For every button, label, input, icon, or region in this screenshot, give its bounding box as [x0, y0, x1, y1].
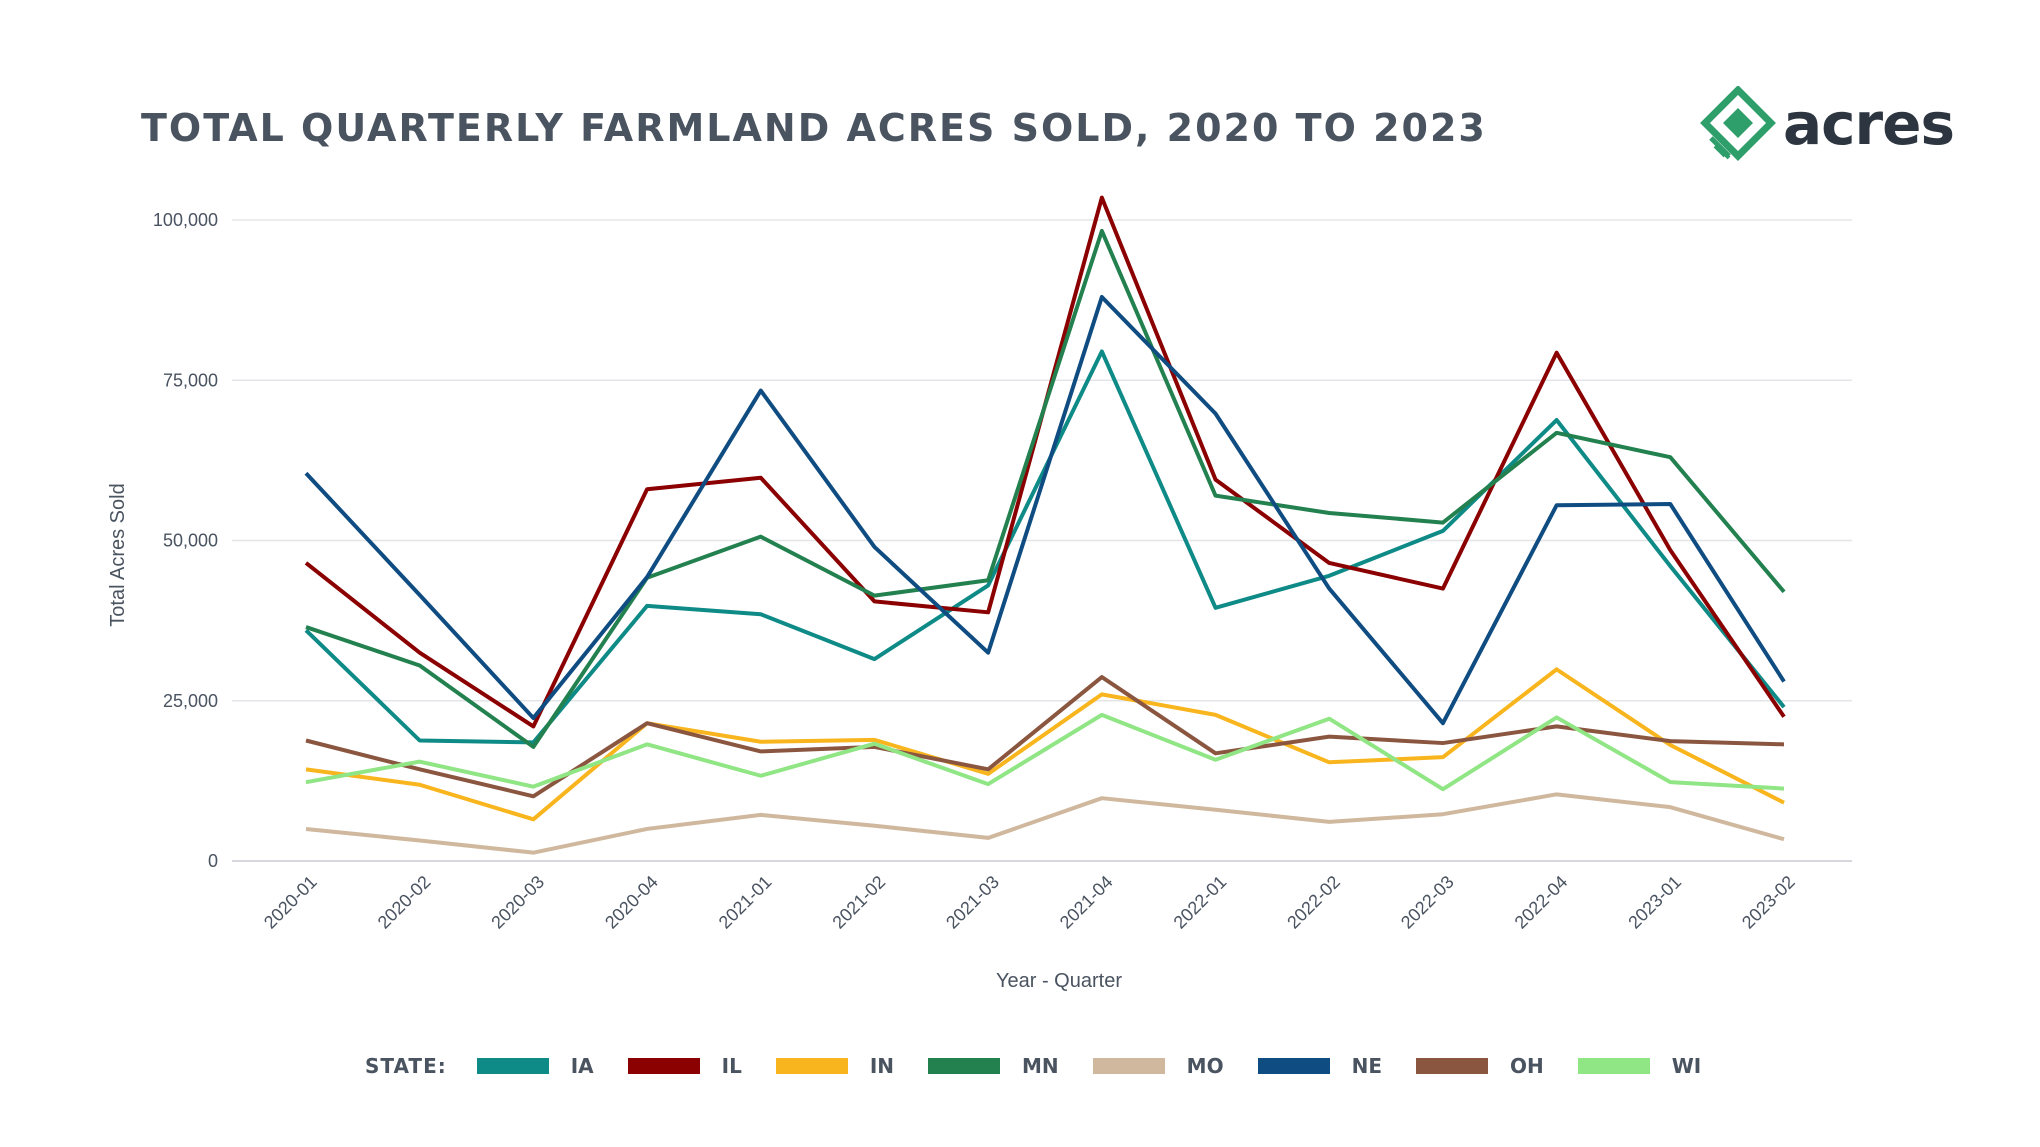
legend-item-ia: IA: [476, 1054, 594, 1078]
x-tick-label: 2022-02: [1283, 872, 1344, 933]
x-tick-label: 2020-02: [374, 872, 435, 933]
series-line-in: [305, 667, 1785, 822]
acres-logo-icon: [1700, 85, 1776, 161]
x-tick-label: 2021-02: [828, 872, 889, 933]
series-line-wi: [305, 712, 1785, 792]
legend-item-mn: MN: [928, 1054, 1059, 1078]
logo-text: acres: [1783, 90, 1955, 158]
series-line-mo: [305, 792, 1785, 855]
legend-label: IL: [721, 1054, 742, 1078]
legend-swatch: [928, 1058, 1001, 1074]
y-tick-label: 50,000: [163, 531, 218, 551]
legend-label: WI: [1671, 1054, 1702, 1078]
y-tick-label: 25,000: [163, 691, 218, 711]
legend-swatch: [1415, 1058, 1488, 1074]
series-line-oh: [305, 675, 1785, 799]
acres-logo: acres: [1695, 85, 1955, 172]
y-axis-ticks: 0 25,000 50,000 75,000 100,000: [153, 210, 218, 871]
x-tick-label: 2022-03: [1397, 872, 1458, 933]
x-tick-label: 2022-04: [1511, 872, 1572, 933]
legend-item-il: IL: [627, 1054, 742, 1078]
x-tick-label: 2023-01: [1624, 872, 1685, 933]
legend-label: IN: [869, 1054, 895, 1078]
x-tick-label: 2023-02: [1738, 872, 1799, 933]
legend-swatch: [1257, 1058, 1330, 1074]
x-tick-label: 2020-03: [487, 872, 548, 933]
series-lines: [304, 195, 1786, 855]
legend-label: OH: [1509, 1054, 1544, 1078]
legend-swatch: [1092, 1058, 1165, 1074]
x-tick-label: 2020-01: [260, 872, 321, 933]
gridlines: [232, 219, 1852, 862]
legend-label: NE: [1351, 1054, 1382, 1078]
legend-item-in: IN: [775, 1054, 895, 1078]
legend-item-wi: WI: [1577, 1054, 1702, 1078]
series-line-ne: [304, 294, 1786, 726]
legend-swatch: [627, 1058, 700, 1074]
legend-item-oh: OH: [1415, 1054, 1544, 1078]
chart-title: TOTAL QUARTERLY FARMLAND ACRES SOLD, 202…: [141, 106, 1487, 150]
legend: STATE: IA IL IN MN MO NE OH WI: [365, 1054, 1735, 1078]
y-tick-label: 100,000: [153, 210, 218, 230]
x-tick-label: 2020-04: [601, 872, 662, 933]
y-axis-label: Total Acres Sold: [107, 483, 129, 626]
x-tick-label: 2022-01: [1170, 872, 1231, 933]
y-tick-label: 0: [208, 851, 218, 871]
x-axis-ticks: 2020-01 2020-02 2020-03 2020-04 2021-01 2021-…: [260, 872, 1799, 933]
legend-label: MO: [1186, 1054, 1224, 1078]
legend-swatch: [775, 1058, 848, 1074]
legend-label: IA: [570, 1054, 594, 1078]
legend-label: MN: [1022, 1054, 1059, 1078]
y-tick-label: 75,000: [163, 370, 218, 390]
legend-swatch: [476, 1058, 549, 1074]
series-line-mn: [305, 228, 1786, 749]
legend-item-mo: MO: [1092, 1054, 1224, 1078]
x-tick-label: 2021-01: [715, 872, 776, 933]
series-line-il: [304, 195, 1786, 729]
legend-title: STATE:: [365, 1054, 447, 1078]
x-tick-label: 2021-03: [942, 872, 1003, 933]
x-axis-label: Year - Quarter: [996, 970, 1122, 992]
legend-swatch: [1577, 1058, 1650, 1074]
legend-item-ne: NE: [1257, 1054, 1382, 1078]
x-tick-label: 2021-04: [1056, 872, 1117, 933]
